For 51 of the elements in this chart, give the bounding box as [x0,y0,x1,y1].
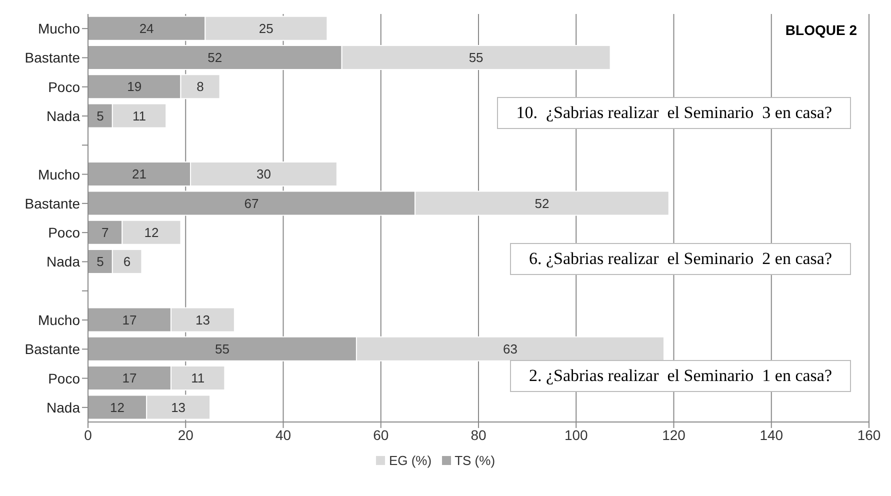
data-label: 17 [122,370,137,386]
data-label: 12 [110,400,125,415]
x-tick-label: 80 [470,426,486,443]
x-tick-label: 60 [373,426,389,443]
x-tick-label: 120 [662,426,686,443]
y-tick-label: Bastante [24,341,80,358]
x-tick-label: 40 [275,426,292,443]
data-label: 11 [191,370,205,386]
y-tick-label: Mucho [38,312,80,328]
annotation: 10. ¿Sabrias realizar el Seminario 3 en casa? [497,97,851,130]
data-label: 6 [123,254,131,270]
data-label: 67 [244,196,259,211]
data-label: 25 [258,20,274,36]
y-tick-label: Bastante [24,50,80,66]
data-label: 8 [196,79,204,94]
data-label: 21 [132,166,146,182]
annotation: 2. ¿Sabrias realizar el Seminario 1 en casa? [510,360,851,392]
y-tick-label: Poco [48,224,80,241]
data-label: 19 [127,79,142,94]
x-tick-label: 20 [178,426,194,443]
data-label: 7 [101,224,109,240]
x-tick-label: 100 [564,426,588,443]
data-label: 13 [171,400,186,415]
y-tick-label: Mucho [38,20,80,37]
legend-label: EG (%) [388,453,432,468]
x-tick-label: 0 [84,426,92,443]
legend-label: TS (%) [454,453,496,468]
y-tick-label: Poco [48,370,80,386]
y-tick-label: Bastante [24,195,80,212]
y-tick-label: Nada [46,399,80,416]
data-label: 52 [208,50,222,66]
x-tick-label: 140 [760,426,784,443]
y-tick-label: Mucho [38,166,80,182]
text: BLOQUE 2 [785,22,857,38]
y-tick-label: Nada [46,108,80,124]
annotation: 6. ¿Sabrias realizar el Seminario 2 en casa? [510,243,851,276]
data-label: 55 [468,50,484,66]
data-label: 24 [139,20,154,36]
data-label: 5 [96,108,104,124]
y-tick-label: Nada [46,254,80,270]
data-label: 5 [96,254,104,270]
data-label: 13 [195,312,210,328]
data-label: 12 [144,224,159,240]
data-label: 63 [502,342,518,357]
data-label: 52 [534,196,550,211]
data-label: 17 [122,312,137,328]
y-tick-label: Poco [48,78,80,95]
data-label: 11 [132,108,146,124]
data-label: 55 [215,342,230,357]
data-label: 30 [256,166,271,182]
x-tick-label: 160 [857,426,881,443]
